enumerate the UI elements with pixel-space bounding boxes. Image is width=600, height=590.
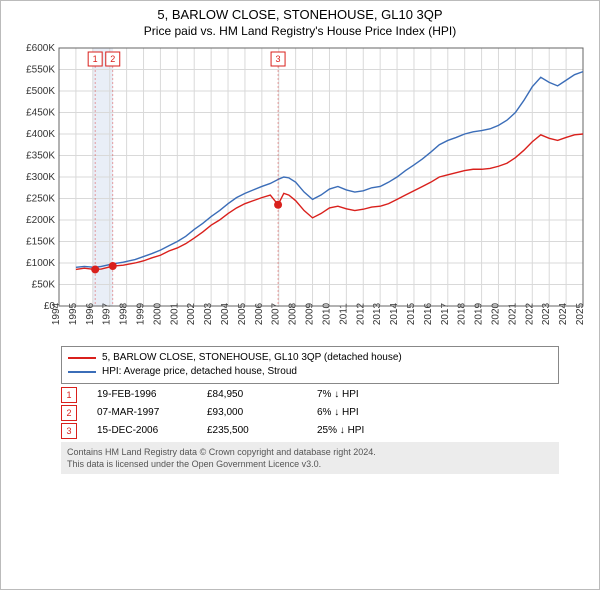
event-price: £93,000 [207,404,297,422]
svg-text:£50K: £50K [32,280,56,291]
svg-text:£400K: £400K [26,129,55,140]
event-row: 2 07-MAR-1997 £93,000 6% ↓ HPI [61,404,559,422]
legend-item: HPI: Average price, detached house, Stro… [68,365,552,379]
event-date: 07-MAR-1997 [97,404,187,422]
svg-text:£200K: £200K [26,215,55,226]
event-hpi: 7% ↓ HPI [317,386,397,404]
legend-label: 5, BARLOW CLOSE, STONEHOUSE, GL10 3QP (d… [102,351,402,365]
line-chart: £0£50K£100K£150K£200K£250K£300K£350K£400… [11,42,591,342]
event-row: 3 15-DEC-2006 £235,500 25% ↓ HPI [61,422,559,440]
svg-text:£300K: £300K [26,172,55,183]
legend: 5, BARLOW CLOSE, STONEHOUSE, GL10 3QP (d… [61,346,559,384]
event-badge: 3 [61,423,77,439]
legend-swatch [68,371,96,373]
event-row: 1 19-FEB-1996 £84,950 7% ↓ HPI [61,386,559,404]
event-price: £235,500 [207,422,297,440]
attribution-line: This data is licensed under the Open Gov… [67,458,553,470]
svg-text:£250K: £250K [26,194,55,205]
chart-title: 5, BARLOW CLOSE, STONEHOUSE, GL10 3QP [1,7,599,22]
svg-text:£550K: £550K [26,65,55,76]
event-badge: 2 [61,405,77,421]
legend-swatch [68,357,96,359]
svg-text:£600K: £600K [26,43,55,54]
event-date: 15-DEC-2006 [97,422,187,440]
attribution-line: Contains HM Land Registry data © Crown c… [67,446,553,458]
svg-text:£450K: £450K [26,108,55,119]
chart-subtitle: Price paid vs. HM Land Registry's House … [1,24,599,38]
chart-area: £0£50K£100K£150K£200K£250K£300K£350K£400… [11,42,589,342]
events-table: 1 19-FEB-1996 £84,950 7% ↓ HPI 2 07-MAR-1997 £… [61,386,559,440]
svg-text:£350K: £350K [26,151,55,162]
event-price: £84,950 [207,386,297,404]
event-badge: 1 [61,387,77,403]
event-date: 19-FEB-1996 [97,386,187,404]
event-hpi: 25% ↓ HPI [317,422,397,440]
attribution: Contains HM Land Registry data © Crown c… [61,442,559,474]
svg-text:£150K: £150K [26,237,55,248]
svg-text:1: 1 [93,54,98,64]
legend-label: HPI: Average price, detached house, Stro… [102,365,297,379]
svg-text:£100K: £100K [26,258,55,269]
chart-container: 5, BARLOW CLOSE, STONEHOUSE, GL10 3QP Pr… [0,0,600,590]
svg-text:£500K: £500K [26,86,55,97]
event-hpi: 6% ↓ HPI [317,404,397,422]
legend-item: 5, BARLOW CLOSE, STONEHOUSE, GL10 3QP (d… [68,351,552,365]
svg-text:2: 2 [110,54,115,64]
svg-text:3: 3 [276,54,281,64]
